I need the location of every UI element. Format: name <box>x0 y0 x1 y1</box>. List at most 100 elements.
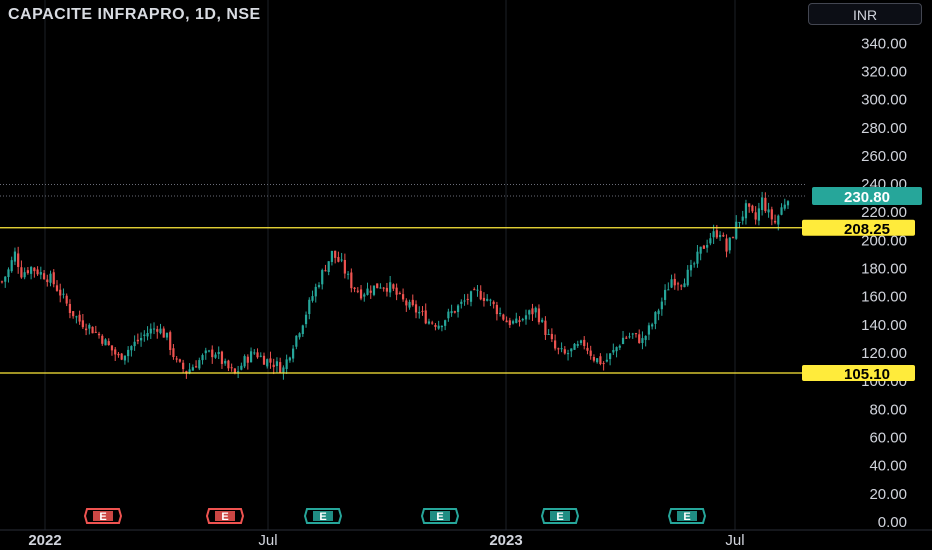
candle <box>285 359 288 369</box>
candle <box>207 350 211 352</box>
candle <box>437 325 440 329</box>
candle <box>288 357 291 361</box>
candle <box>78 314 81 322</box>
candle <box>479 290 482 300</box>
earnings-marker-fill <box>93 511 113 521</box>
candle <box>424 310 427 324</box>
candle <box>298 333 301 338</box>
candle <box>146 333 149 337</box>
candle <box>211 349 214 358</box>
candle <box>499 312 502 315</box>
candle <box>156 329 159 332</box>
earnings-marker[interactable]: E <box>205 508 245 524</box>
candle <box>447 311 450 319</box>
earnings-marker[interactable]: E <box>303 508 343 524</box>
earnings-marker-frame <box>303 508 343 524</box>
candle <box>489 299 492 301</box>
candle <box>165 332 169 338</box>
candle <box>754 212 757 220</box>
candle <box>49 273 52 283</box>
y-tick-label: 280.00 <box>861 120 907 137</box>
candle <box>382 287 385 289</box>
earnings-marker[interactable]: E <box>540 508 580 524</box>
candle <box>42 273 46 280</box>
candle <box>693 263 696 265</box>
x-tick-label: Jul <box>258 532 277 549</box>
candle <box>36 269 39 275</box>
candle <box>363 294 366 297</box>
last-price-label: 230.80 <box>844 189 890 206</box>
earnings-marker-frame <box>205 508 245 524</box>
candle <box>492 301 495 305</box>
candle <box>647 325 651 335</box>
candle <box>114 349 117 355</box>
candle <box>249 351 253 363</box>
candle <box>20 267 23 278</box>
candle <box>521 319 524 321</box>
candle <box>450 311 453 314</box>
candle <box>628 336 631 338</box>
candle <box>88 324 91 329</box>
candle <box>560 348 563 350</box>
candle <box>563 349 566 354</box>
candle <box>317 285 321 287</box>
candle <box>634 333 638 335</box>
candle <box>589 350 592 356</box>
earnings-marker-label: E <box>319 511 326 523</box>
y-tick-label: 300.00 <box>861 92 907 109</box>
y-tick-label: 160.00 <box>861 289 907 306</box>
candle <box>139 337 143 341</box>
candle <box>683 283 686 288</box>
candle <box>159 328 162 334</box>
candle <box>220 351 224 364</box>
candle <box>718 234 722 238</box>
earnings-marker[interactable]: E <box>420 508 460 524</box>
candle <box>175 358 178 360</box>
candle <box>615 347 618 352</box>
candle <box>576 344 579 346</box>
candle <box>178 359 182 362</box>
candle <box>162 328 165 338</box>
candle <box>366 288 369 295</box>
candle <box>379 287 382 289</box>
candle <box>356 290 359 292</box>
candle <box>59 289 62 296</box>
candle <box>169 332 172 350</box>
candle <box>612 350 615 353</box>
last-price-label-bg <box>812 187 922 206</box>
candle <box>84 328 88 331</box>
earnings-marker-label: E <box>436 511 443 523</box>
candle <box>431 322 434 324</box>
candle <box>502 314 505 320</box>
candle <box>618 345 621 348</box>
candle <box>469 291 473 302</box>
candle <box>735 221 738 239</box>
currency-button[interactable]: INR <box>808 3 922 25</box>
candle <box>133 341 136 347</box>
candle <box>243 356 246 367</box>
y-tick-label: 120.00 <box>861 345 907 362</box>
candle <box>537 308 541 323</box>
candle <box>127 349 130 357</box>
candle <box>101 335 104 344</box>
earnings-marker[interactable]: E <box>83 508 123 524</box>
earnings-marker-frame <box>420 508 460 524</box>
candle <box>308 299 311 315</box>
candle <box>621 337 625 345</box>
earnings-marker-fill <box>677 511 697 521</box>
x-tick-label: 2023 <box>489 532 522 549</box>
candle <box>301 325 304 335</box>
earnings-marker[interactable]: E <box>667 508 707 524</box>
candle <box>191 367 194 371</box>
earnings-marker-fill <box>215 511 235 521</box>
candle <box>596 358 599 363</box>
candle <box>46 279 49 283</box>
candle <box>324 270 327 272</box>
candle <box>751 205 754 212</box>
candle <box>23 272 26 278</box>
candle <box>149 328 152 334</box>
candle <box>65 295 68 304</box>
candle <box>201 355 204 361</box>
candle <box>418 311 421 314</box>
